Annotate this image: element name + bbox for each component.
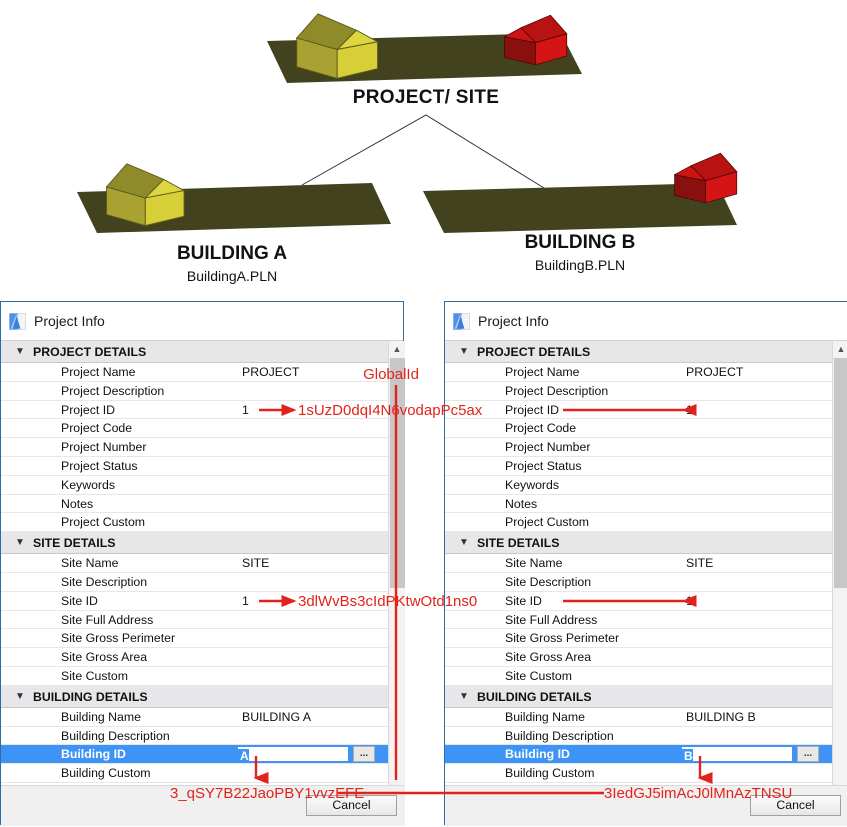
svg-text:BUILDING B: BUILDING B (525, 232, 636, 253)
svg-text:BUILDING A: BUILDING A (177, 243, 287, 264)
svg-text:BuildingB.PLN: BuildingB.PLN (535, 257, 625, 273)
svg-text:BuildingA.PLN: BuildingA.PLN (187, 268, 277, 284)
svg-text:PROJECT/ SITE: PROJECT/ SITE (353, 87, 499, 108)
